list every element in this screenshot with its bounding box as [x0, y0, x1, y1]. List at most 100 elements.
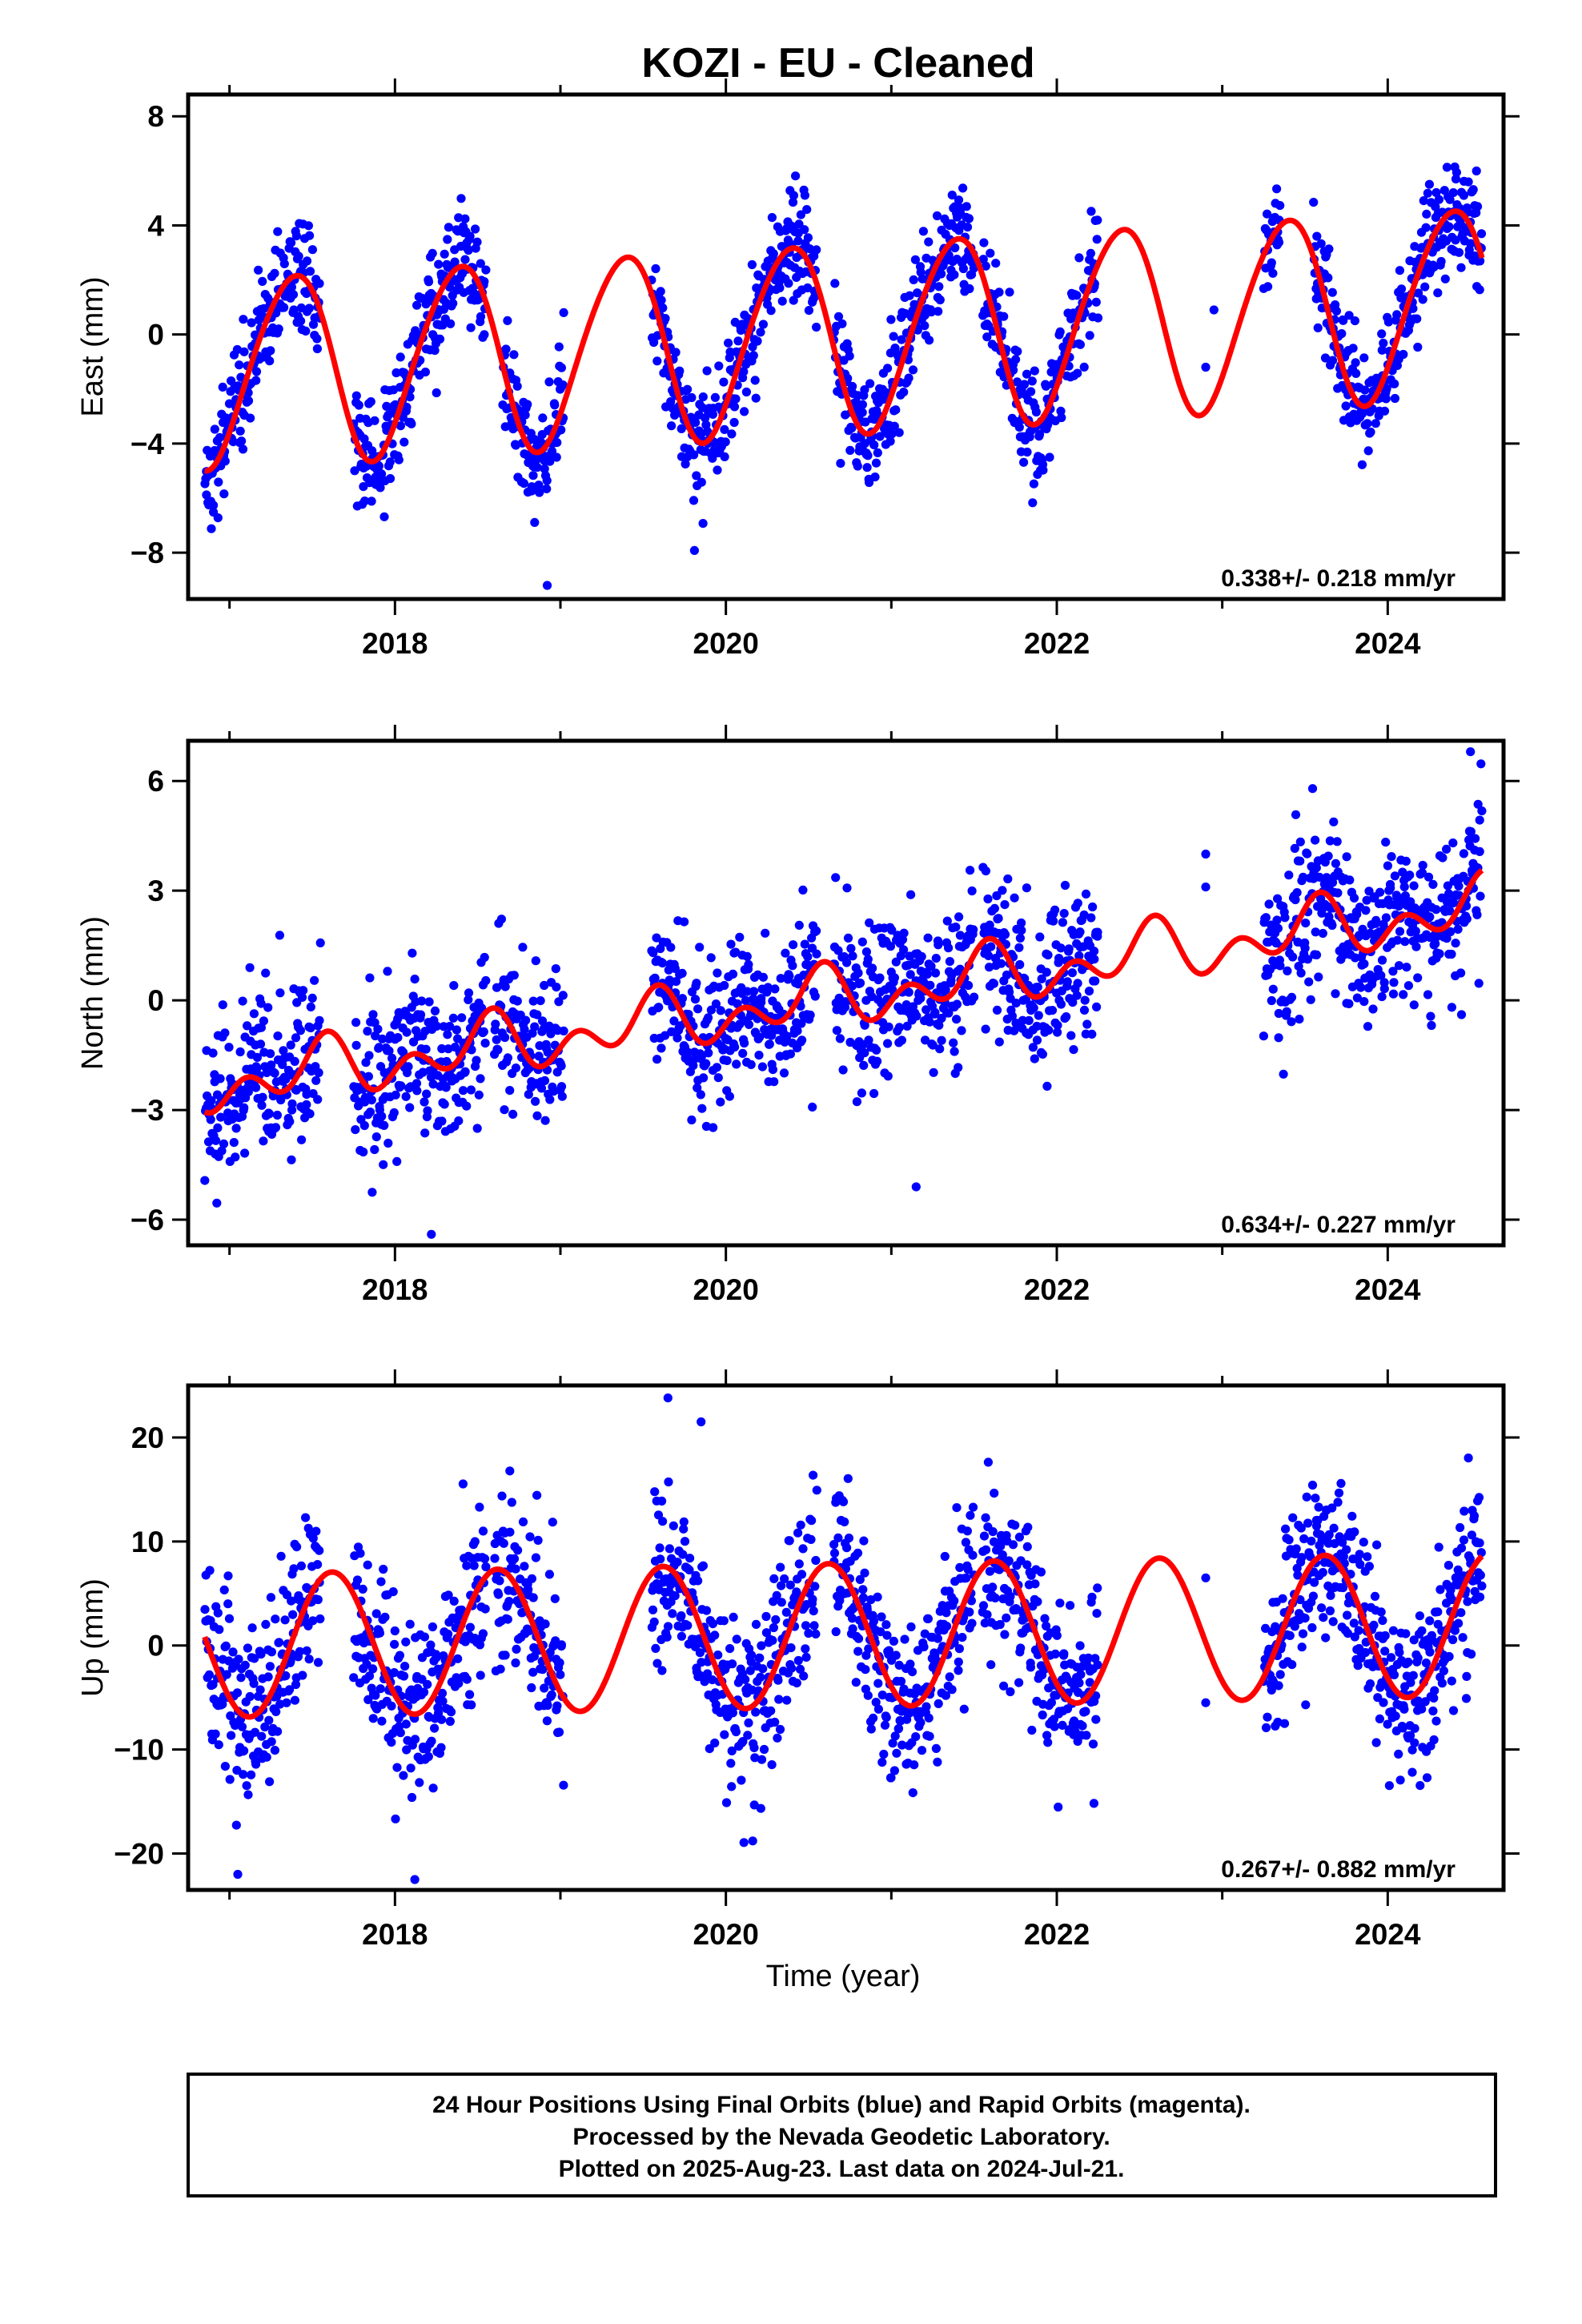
- north-point: [981, 866, 990, 876]
- up-point: [775, 1724, 785, 1735]
- east-point: [1086, 248, 1095, 258]
- north-point: [437, 1116, 447, 1126]
- up-point: [979, 1531, 990, 1541]
- east-point: [1414, 288, 1423, 298]
- north-point: [990, 903, 999, 913]
- up-point: [811, 1629, 821, 1638]
- east-point: [731, 394, 741, 404]
- east-point: [756, 328, 765, 337]
- north-point: [1306, 995, 1315, 1004]
- up-point: [245, 1691, 255, 1702]
- east-point: [258, 276, 267, 286]
- up-point: [858, 1593, 868, 1602]
- up-point: [663, 1393, 673, 1403]
- north-point: [367, 1188, 377, 1197]
- north-point: [650, 973, 660, 983]
- north-point: [731, 947, 741, 957]
- up-point: [302, 1646, 311, 1655]
- up-point: [889, 1766, 899, 1775]
- up-point: [213, 1608, 223, 1618]
- up-point: [990, 1593, 1000, 1602]
- up-point: [532, 1490, 542, 1500]
- up-point: [1093, 1660, 1102, 1670]
- north-point: [1053, 1020, 1062, 1030]
- east-point: [848, 381, 857, 392]
- north-point: [709, 1123, 718, 1132]
- up-point: [457, 1605, 467, 1614]
- up-point: [531, 1553, 541, 1562]
- up-point: [1342, 1545, 1351, 1554]
- up-point: [853, 1647, 863, 1656]
- east-point: [1026, 387, 1036, 396]
- north-point: [368, 1010, 378, 1019]
- up-point: [710, 1738, 720, 1748]
- up-point: [758, 1664, 768, 1674]
- up-point: [798, 1544, 808, 1554]
- up-point: [205, 1566, 215, 1575]
- north-point: [1030, 1054, 1039, 1063]
- north-point: [1371, 915, 1381, 925]
- up-point: [1401, 1629, 1411, 1638]
- up-point: [649, 1617, 659, 1626]
- up-point: [708, 1619, 718, 1629]
- north-point: [1431, 939, 1440, 949]
- east-point: [954, 195, 964, 205]
- north-point: [1342, 852, 1351, 862]
- up-point: [934, 1699, 943, 1708]
- north-point: [805, 1010, 815, 1020]
- up-point: [264, 1715, 274, 1725]
- north-point: [557, 1092, 567, 1101]
- up-point: [1458, 1633, 1468, 1642]
- up-point: [749, 1743, 759, 1752]
- north-frame: [186, 738, 1506, 1248]
- up-point: [1016, 1643, 1026, 1653]
- east-point: [656, 287, 665, 296]
- east-point: [720, 452, 729, 462]
- east-point: [671, 348, 681, 357]
- north-point: [371, 1031, 380, 1041]
- up-point: [1078, 1721, 1087, 1731]
- north-point: [1090, 947, 1099, 956]
- north-point: [428, 1080, 438, 1089]
- up-point: [809, 1606, 818, 1616]
- up-point: [1360, 1647, 1371, 1658]
- up-point: [851, 1678, 861, 1687]
- up-point: [437, 1688, 448, 1698]
- north-point: [1033, 983, 1042, 992]
- north-point: [540, 980, 549, 991]
- north-point: [1323, 851, 1333, 861]
- north-point: [392, 1156, 402, 1166]
- east-point: [1351, 358, 1360, 368]
- east-point: [243, 388, 253, 397]
- east-point: [981, 261, 990, 271]
- east-point: [1413, 342, 1423, 352]
- north-point: [480, 1039, 490, 1048]
- north-point: [373, 1024, 383, 1034]
- north-point: [732, 1059, 741, 1069]
- north-point: [444, 1044, 453, 1054]
- up-point: [869, 1713, 878, 1723]
- north-point: [251, 1083, 261, 1092]
- up-point: [965, 1607, 974, 1617]
- up-point: [376, 1577, 386, 1586]
- up-point: [833, 1533, 843, 1542]
- up-point: [1410, 1738, 1419, 1747]
- up-point: [1371, 1738, 1381, 1747]
- up-point: [462, 1675, 472, 1684]
- east-point: [1316, 239, 1326, 248]
- east-point: [1456, 263, 1466, 272]
- up-point: [407, 1792, 417, 1803]
- east-point: [691, 418, 701, 428]
- east-point: [523, 400, 532, 409]
- east-point: [897, 335, 906, 344]
- east-point: [656, 296, 666, 305]
- east-point: [1029, 479, 1038, 489]
- up-point: [945, 1672, 954, 1682]
- east-point: [288, 290, 299, 300]
- north-point: [399, 1047, 408, 1057]
- north-point: [1201, 849, 1211, 859]
- east-point: [894, 428, 904, 437]
- east-point: [1454, 247, 1464, 257]
- up-point: [1088, 1739, 1098, 1749]
